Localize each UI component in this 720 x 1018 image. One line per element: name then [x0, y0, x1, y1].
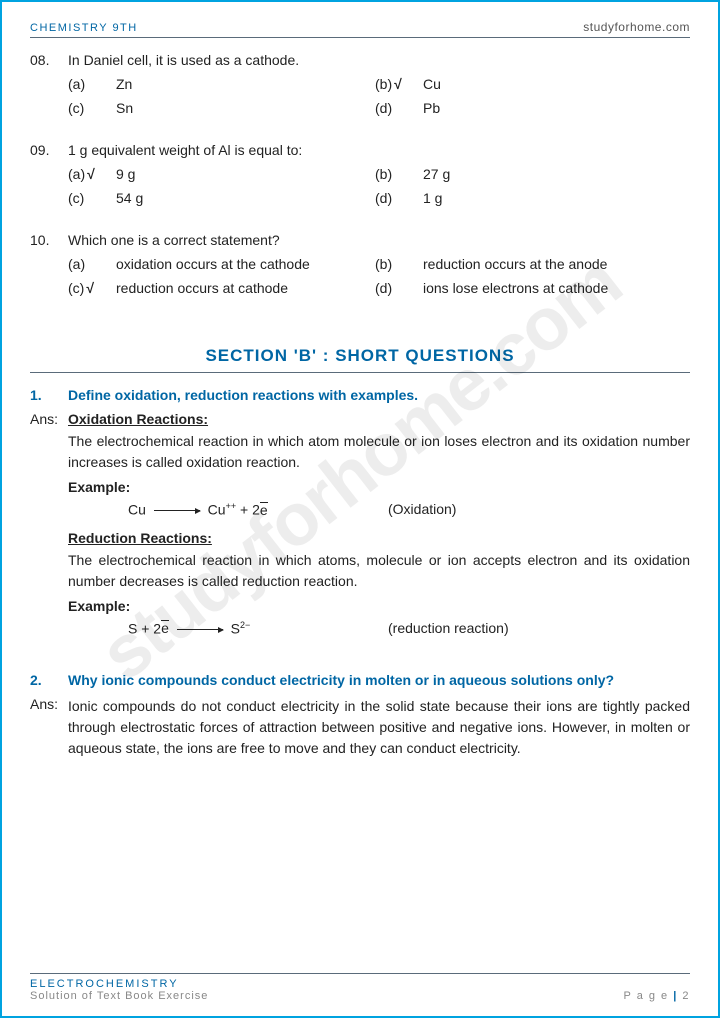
option-label: (b) — [375, 166, 423, 182]
option-text: oxidation occurs at the cathode — [116, 256, 375, 272]
mcq-block: 08. In Daniel cell, it is used as a cath… — [30, 52, 690, 116]
option-text: reduction occurs at the anode — [423, 256, 682, 272]
equation: S + 2e S2− (reduction reaction) — [68, 620, 690, 637]
mcq-option: (a) oxidation occurs at the cathode — [68, 256, 375, 272]
short-question-block: 1. Define oxidation, reduction reactions… — [30, 387, 690, 648]
option-text: Cu — [423, 76, 682, 92]
option-label: (d) — [375, 190, 423, 206]
mcq-option: (c) 54 g — [68, 190, 375, 206]
mcq-option: (d) Pb — [375, 100, 682, 116]
answer-subheading: Reduction Reactions: — [68, 530, 690, 546]
footer-title: ELECTROCHEMISTRY — [30, 978, 208, 990]
short-question-block: 2. Why ionic compounds conduct electrici… — [30, 672, 690, 765]
check-icon: √ — [87, 166, 95, 182]
sq-number: 1. — [30, 387, 68, 403]
answer-label: Ans: — [30, 696, 68, 765]
mcq-number: 10. — [30, 232, 68, 248]
sq-text: Why ionic compounds conduct electricity … — [68, 672, 690, 688]
mcq-block: 10. Which one is a correct statement? (a… — [30, 232, 690, 296]
answer-paragraph: Ionic compounds do not conduct electrici… — [68, 696, 690, 759]
mcq-number: 09. — [30, 142, 68, 158]
arrow-icon — [154, 510, 200, 511]
equation-note: (reduction reaction) — [388, 620, 690, 637]
mcq-option: (d) 1 g — [375, 190, 682, 206]
section-b-title: SECTION 'B' : SHORT QUESTIONS — [30, 346, 690, 373]
page-footer: ELECTROCHEMISTRY Solution of Text Book E… — [30, 973, 690, 1002]
option-label: (a)√ — [68, 166, 116, 182]
option-label: (b)√ — [375, 76, 423, 92]
option-label: (a) — [68, 256, 116, 272]
mcq-option: (b) reduction occurs at the anode — [375, 256, 682, 272]
option-label: (c)√ — [68, 280, 116, 296]
mcq-block: 09. 1 g equivalent weight of Al is equal… — [30, 142, 690, 206]
answer-subheading: Oxidation Reactions: — [68, 411, 690, 427]
option-text: 1 g — [423, 190, 682, 206]
option-text: 27 g — [423, 166, 682, 182]
answer-label: Ans: — [30, 411, 68, 648]
check-icon: √ — [394, 76, 402, 92]
option-text: 54 g — [116, 190, 375, 206]
mcq-option: (b)√ Cu — [375, 76, 682, 92]
option-text: Sn — [116, 100, 375, 116]
example-label: Example: — [68, 479, 690, 495]
answer-paragraph: The electrochemical reaction in which at… — [68, 431, 690, 473]
page-number: P a g e | 2 — [624, 990, 691, 1002]
check-icon: √ — [86, 280, 94, 296]
option-label: (d) — [375, 280, 423, 296]
equation: Cu Cu++ + 2e (Oxidation) — [68, 501, 690, 518]
option-label: (c) — [68, 100, 116, 116]
option-text: reduction occurs at cathode — [116, 280, 375, 296]
option-text: Pb — [423, 100, 682, 116]
mcq-number: 08. — [30, 52, 68, 68]
mcq-text: 1 g equivalent weight of Al is equal to: — [68, 142, 690, 158]
sq-text: Define oxidation, reduction reactions wi… — [68, 387, 690, 403]
mcq-option: (d) ions lose electrons at cathode — [375, 280, 682, 296]
option-text: ions lose electrons at cathode — [423, 280, 682, 296]
page-header: CHEMISTRY 9TH studyforhome.com — [30, 20, 690, 38]
answer-paragraph: The electrochemical reaction in which at… — [68, 550, 690, 592]
sq-number: 2. — [30, 672, 68, 688]
option-label: (a) — [68, 76, 116, 92]
mcq-option: (a) Zn — [68, 76, 375, 92]
option-label: (d) — [375, 100, 423, 116]
option-text: 9 g — [116, 166, 375, 182]
mcq-text: In Daniel cell, it is used as a cathode. — [68, 52, 690, 68]
option-label: (c) — [68, 190, 116, 206]
equation-note: (Oxidation) — [388, 501, 690, 518]
mcq-text: Which one is a correct statement? — [68, 232, 690, 248]
option-text: Zn — [116, 76, 375, 92]
header-site: studyforhome.com — [583, 20, 690, 34]
mcq-option: (c)√ reduction occurs at cathode — [68, 280, 375, 296]
footer-subtitle: Solution of Text Book Exercise — [30, 990, 208, 1002]
mcq-option: (a)√ 9 g — [68, 166, 375, 182]
option-label: (b) — [375, 256, 423, 272]
example-label: Example: — [68, 598, 690, 614]
mcq-option: (c) Sn — [68, 100, 375, 116]
arrow-icon — [177, 629, 223, 630]
header-subject: CHEMISTRY 9TH — [30, 22, 138, 34]
mcq-option: (b) 27 g — [375, 166, 682, 182]
